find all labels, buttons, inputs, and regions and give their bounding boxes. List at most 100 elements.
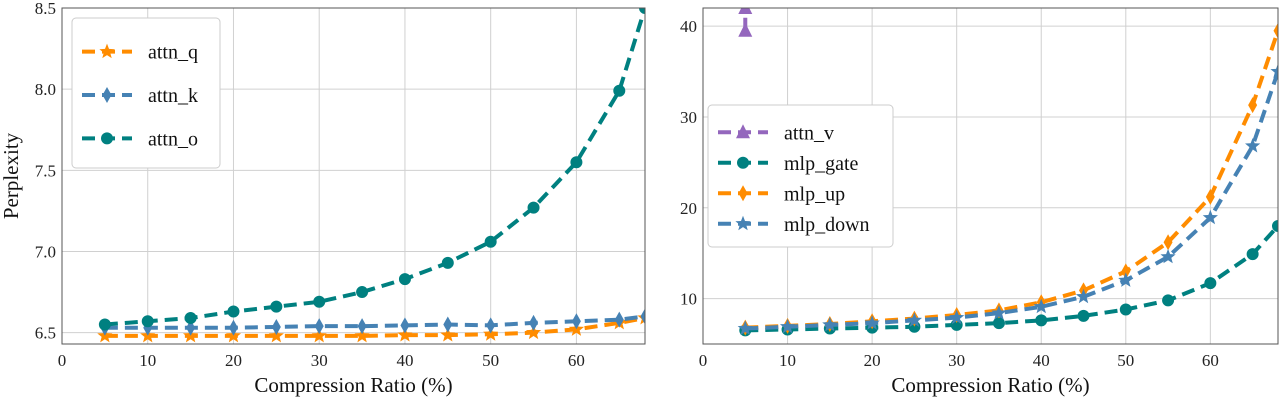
series-line-mlp_down (745, 70, 1278, 331)
data-point-mlp_gate (1272, 219, 1278, 232)
data-point-mlp_up (1248, 97, 1258, 114)
legend-label: attn_q (148, 42, 198, 64)
y-tick-label: 40 (680, 17, 697, 36)
legend-label: attn_k (148, 85, 198, 107)
data-point-mlp_gate (1246, 248, 1259, 261)
legend-marker (102, 87, 112, 103)
data-point-mlp_gate (1119, 303, 1132, 316)
data-point-attn_o (227, 305, 240, 318)
data-point-mlp_down (906, 312, 923, 327)
y-tick-label: 6.5 (35, 324, 56, 343)
data-point-attn_q (397, 327, 413, 342)
y-tick-label: 8.0 (35, 80, 56, 99)
x-axis-label: Compression Ratio (%) (891, 373, 1089, 397)
legend-item-attn_q: attn_q (82, 42, 198, 64)
plot-frame (702, 7, 1279, 345)
legend-label: attn_v (784, 122, 834, 144)
data-point-mlp_down (737, 320, 753, 336)
data-point-attn_k (271, 318, 281, 335)
data-point-mlp_down (1075, 288, 1092, 304)
plot-frame (61, 7, 646, 345)
series-group (737, 8, 1278, 337)
data-point-mlp_up (1273, 22, 1278, 39)
x-tick-label: 60 (1202, 351, 1219, 370)
data-point-attn_k (186, 319, 196, 336)
data-point-attn_o (613, 84, 626, 97)
data-point-attn_o (441, 256, 454, 269)
legend-label: mlp_down (784, 214, 870, 236)
series-line-mlp_gate (745, 224, 1278, 333)
data-point-attn_k (443, 316, 453, 333)
y-tick-label: 7.5 (35, 161, 56, 180)
data-point-attn_k (486, 317, 496, 334)
series-mlp_down (737, 63, 1278, 336)
legend-marker (99, 43, 115, 59)
right-chart: 0 10 20 30 40 50 60 10 20 30 40 Compression Ratio (… (680, 7, 1279, 397)
x-tick-label: 50 (1117, 351, 1134, 370)
series-mlp_gate (739, 219, 1278, 337)
legend-box (707, 104, 894, 248)
x-tick-label: 0 (58, 351, 67, 370)
legend-item-attn_o: attn_o (82, 128, 198, 150)
legend-marker (735, 215, 751, 231)
legend-item-attn_k: attn_k (82, 85, 198, 107)
data-point-attn_q (440, 327, 456, 342)
legend-marker (101, 132, 113, 145)
data-point-attn_k (314, 318, 324, 335)
data-point-attn_o (141, 315, 154, 328)
data-point-mlp_down (1160, 248, 1176, 264)
data-point-mlp_down (1202, 209, 1218, 225)
data-point-attn_k (571, 313, 581, 330)
y-axis-label: Perplexity (0, 132, 23, 219)
data-point-attn_v (738, 22, 753, 37)
y-tick-label: 10 (680, 290, 697, 309)
data-point-attn_o (184, 312, 197, 325)
y-tick-label: 8.5 (35, 0, 56, 18)
series-line-attn_o (104, 8, 645, 327)
series-attn_v (738, 8, 753, 37)
data-point-attn_k (529, 314, 539, 331)
x-tick-label: 0 (699, 351, 708, 370)
legend-item-attn_v: attn_v (718, 122, 834, 144)
data-point-mlp_down (1245, 138, 1261, 153)
data-point-mlp_gate (1077, 309, 1090, 322)
legend-label: mlp_up (784, 183, 845, 205)
series-line-attn_k (104, 314, 645, 330)
data-point-mlp_down (864, 315, 880, 330)
legend-marker (738, 185, 748, 202)
data-point-attn_k (640, 308, 645, 325)
series-attn_o (98, 8, 645, 331)
data-point-attn_q (354, 327, 370, 343)
x-tick-label: 30 (311, 351, 328, 370)
data-point-mlp_gate (1204, 277, 1217, 290)
data-point-attn_o (570, 156, 583, 169)
data-point-attn_q (483, 326, 499, 341)
data-point-mlp_gate (1035, 314, 1048, 327)
legend-marker (736, 124, 750, 139)
legend-item-mlp_down: mlp_down (718, 214, 870, 236)
data-point-attn_q (311, 327, 327, 343)
x-tick-label: 60 (568, 351, 585, 370)
data-point-attn_o (484, 235, 497, 248)
data-point-mlp_up (1163, 234, 1173, 251)
x-tick-label: 10 (779, 351, 796, 370)
left-chart: 0 10 20 30 40 50 60 6.5 7.0 7.5 8.0 8.5 Compression … (0, 0, 646, 397)
data-point-mlp_down (991, 305, 1007, 320)
data-point-attn_o (313, 295, 326, 308)
x-tick-label: 50 (482, 351, 499, 370)
x-tick-label: 20 (864, 351, 881, 370)
data-point-attn_o (270, 300, 283, 313)
data-point-attn_o (356, 286, 369, 299)
tick-labels: 0 10 20 30 40 50 60 10 20 30 40 (680, 17, 1219, 370)
data-point-attn_o (398, 273, 411, 286)
x-axis-label: Compression Ratio (%) (254, 373, 452, 397)
legend-label: attn_o (148, 128, 198, 150)
data-point-attn_k (614, 311, 624, 328)
data-point-attn_v (738, 8, 753, 14)
y-tick-label: 20 (680, 199, 697, 218)
data-point-mlp_up (1205, 188, 1215, 205)
x-tick-label: 20 (225, 351, 242, 370)
data-point-mlp_down (1033, 298, 1049, 314)
data-point-mlp_up (1121, 263, 1131, 280)
legend-marker (737, 156, 749, 169)
